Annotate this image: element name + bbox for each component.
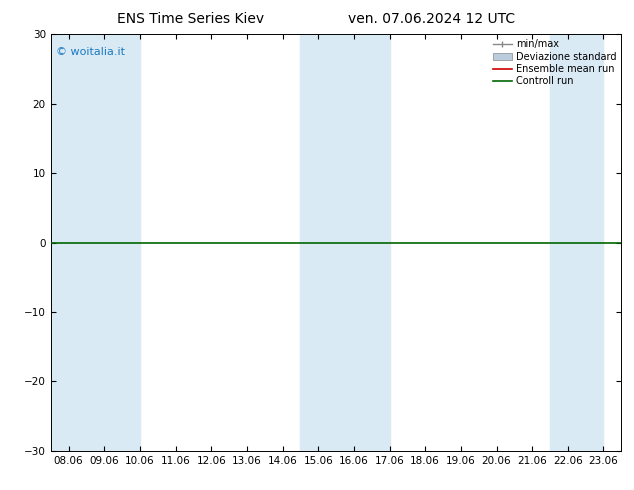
Legend: min/max, Deviazione standard, Ensemble mean run, Controll run: min/max, Deviazione standard, Ensemble m… — [491, 37, 618, 88]
Bar — [301, 34, 354, 451]
Bar — [550, 34, 604, 451]
Bar — [51, 34, 104, 451]
Text: ven. 07.06.2024 12 UTC: ven. 07.06.2024 12 UTC — [347, 12, 515, 26]
Text: © woitalia.it: © woitalia.it — [56, 47, 126, 57]
Text: ENS Time Series Kiev: ENS Time Series Kiev — [117, 12, 264, 26]
Bar — [336, 34, 389, 451]
Bar — [86, 34, 140, 451]
